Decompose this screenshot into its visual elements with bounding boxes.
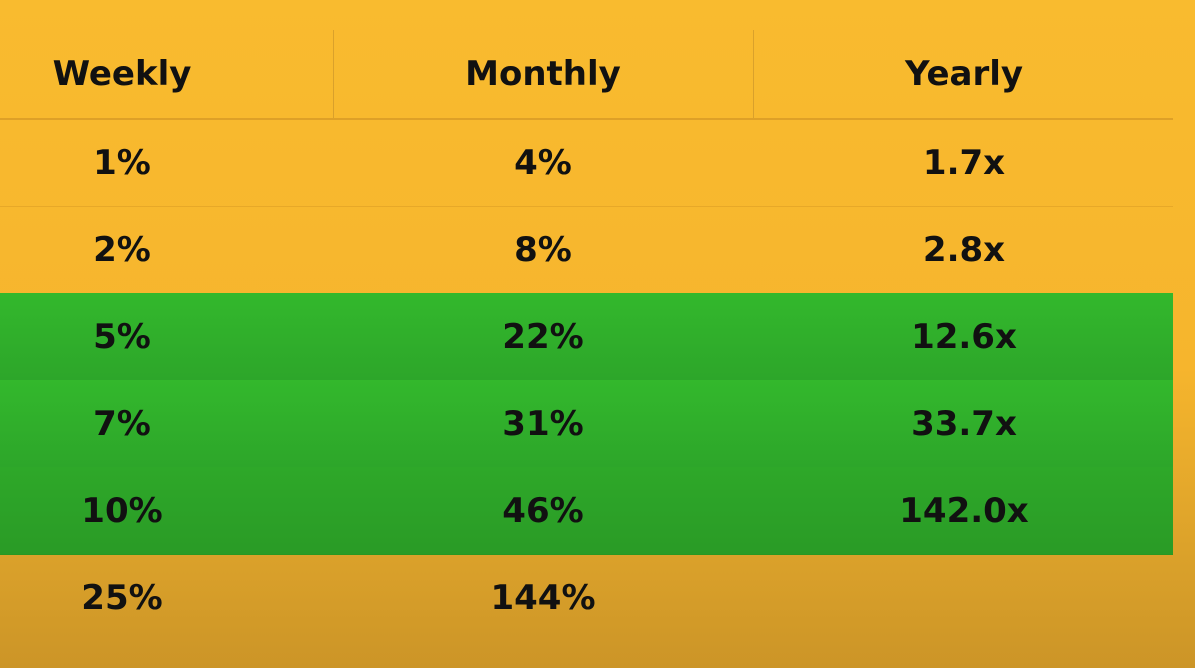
table-row: 7% 31% 33.7x — [0, 380, 1173, 468]
header-row: Weekly Monthly Yearly — [0, 30, 1173, 120]
table-cell: 33.7x — [911, 403, 1017, 444]
column-divider — [333, 30, 334, 118]
table-cell: 5% — [93, 316, 151, 357]
table-cell: 142.0x — [899, 490, 1029, 531]
table-cell: 22% — [502, 316, 584, 357]
table-cell: 31% — [502, 403, 584, 444]
table-row: 10% 46% 142.0x — [0, 467, 1173, 555]
table-cell: 2% — [93, 229, 151, 270]
column-header: Monthly — [465, 54, 621, 94]
table-row: 5% 22% 12.6x — [0, 293, 1173, 381]
table-cell: 46% — [502, 490, 584, 531]
table-row: 25% 144% — [0, 554, 1173, 641]
table-cell: 4% — [514, 142, 572, 183]
column-header: Yearly — [904, 54, 1024, 94]
table-cell: 7% — [93, 403, 151, 444]
table-cell: 10% — [81, 490, 163, 531]
table-row: 1% 4% 1.7x — [0, 119, 1173, 207]
table-cell: 1% — [93, 142, 151, 183]
column-header: Weekly — [52, 54, 192, 94]
table-cell: 144% — [490, 577, 596, 618]
table-cell: 25% — [81, 577, 163, 618]
column-divider — [753, 30, 754, 118]
table-cell: 1.7x — [922, 142, 1006, 183]
table-cell: 2.8x — [922, 229, 1006, 270]
table-row: 2% 8% 2.8x — [0, 206, 1173, 294]
table-cell: 8% — [514, 229, 572, 270]
table-cell: 12.6x — [911, 316, 1017, 357]
